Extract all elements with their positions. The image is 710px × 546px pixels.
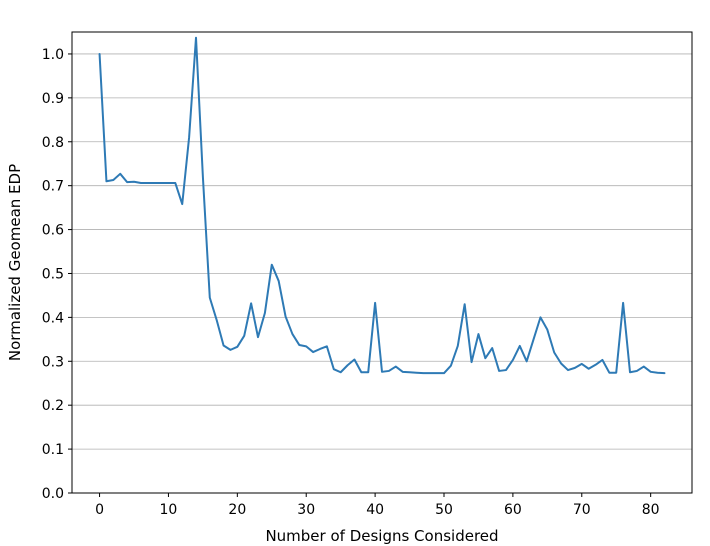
x-tick-label: 0	[95, 502, 104, 518]
y-tick-label: 0.1	[42, 442, 64, 458]
plot-frame	[71, 31, 693, 494]
y-tick-label: 0.0	[42, 486, 64, 502]
x-tick-label: 80	[642, 502, 660, 518]
x-tick-label: 30	[297, 502, 315, 518]
series-layer	[98, 36, 666, 375]
x-tick-label: 10	[160, 502, 178, 518]
x-tick-label: 70	[573, 502, 591, 518]
x-tick-label: 20	[228, 502, 246, 518]
y-gridlines	[72, 53, 692, 494]
y-tick-label: 0.9	[42, 91, 64, 107]
y-tick-label: 0.6	[42, 223, 64, 239]
x-axis-ticks: 0 10 20 30 40 50 60 70 80	[95, 493, 660, 518]
y-tick-label: 0.4	[42, 310, 64, 326]
x-tick-label: 60	[504, 502, 522, 518]
x-tick-label: 50	[435, 502, 453, 518]
x-axis-label: Number of Designs Considered	[265, 527, 498, 545]
series-line	[98, 36, 666, 375]
x-tick-label: 40	[366, 502, 384, 518]
y-tick-label: 0.5	[42, 266, 64, 282]
y-tick-label: 0.3	[42, 354, 64, 370]
y-tick-label: 0.7	[42, 179, 64, 195]
y-axis-label: Normalized Geomean EDP	[6, 164, 24, 361]
y-tick-label: 1.0	[42, 47, 64, 63]
y-axis-ticks: 0.0 0.1 0.2 0.3 0.4 0.5 0.6 0.7 0.8 0.9 1.0	[42, 47, 72, 502]
y-tick-label: 0.8	[42, 135, 64, 151]
y-tick-label: 0.2	[42, 398, 64, 414]
